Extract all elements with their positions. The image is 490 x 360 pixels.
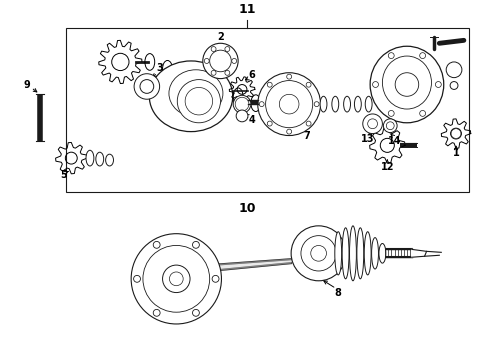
Circle shape (388, 53, 394, 59)
Circle shape (232, 59, 237, 63)
Ellipse shape (450, 82, 458, 89)
Circle shape (420, 111, 426, 116)
Ellipse shape (379, 243, 386, 263)
Circle shape (259, 102, 264, 107)
Circle shape (177, 80, 220, 123)
Circle shape (193, 309, 199, 316)
Ellipse shape (335, 232, 342, 275)
Polygon shape (412, 249, 427, 257)
Circle shape (235, 97, 249, 111)
Circle shape (153, 242, 160, 248)
Text: 11: 11 (238, 3, 256, 16)
Circle shape (420, 53, 426, 59)
Ellipse shape (169, 70, 223, 117)
Circle shape (386, 122, 394, 130)
Ellipse shape (371, 238, 378, 269)
Text: 12: 12 (381, 162, 394, 172)
Ellipse shape (106, 154, 114, 166)
Ellipse shape (343, 96, 350, 112)
Ellipse shape (370, 46, 444, 123)
Ellipse shape (382, 56, 432, 109)
Circle shape (446, 62, 462, 78)
Text: 6: 6 (248, 70, 255, 80)
Circle shape (210, 50, 231, 72)
Circle shape (301, 236, 336, 271)
Circle shape (131, 234, 221, 324)
Ellipse shape (149, 61, 233, 132)
Ellipse shape (96, 152, 104, 166)
Circle shape (395, 73, 419, 96)
Circle shape (368, 119, 377, 129)
Bar (66, 28, 469, 193)
Circle shape (140, 80, 154, 93)
Circle shape (363, 114, 382, 134)
Ellipse shape (349, 226, 356, 281)
Text: 1: 1 (453, 148, 460, 158)
Circle shape (314, 102, 319, 107)
Circle shape (267, 121, 272, 126)
Polygon shape (382, 249, 412, 257)
Circle shape (185, 87, 213, 115)
Circle shape (212, 275, 219, 282)
Ellipse shape (233, 95, 251, 113)
Text: 14: 14 (389, 136, 402, 147)
Ellipse shape (364, 232, 371, 275)
Circle shape (163, 265, 190, 293)
Circle shape (225, 46, 230, 51)
Ellipse shape (236, 110, 248, 122)
Circle shape (287, 129, 292, 134)
Circle shape (451, 129, 461, 139)
Circle shape (306, 82, 311, 87)
Circle shape (279, 94, 299, 114)
Ellipse shape (342, 228, 349, 279)
Circle shape (193, 242, 199, 248)
Text: 10: 10 (238, 202, 256, 215)
Ellipse shape (332, 96, 339, 112)
Circle shape (306, 121, 311, 126)
Circle shape (204, 59, 209, 63)
Text: 4: 4 (248, 115, 255, 125)
Circle shape (267, 82, 272, 87)
Text: 5: 5 (60, 170, 67, 180)
Ellipse shape (383, 119, 397, 132)
Circle shape (143, 246, 210, 312)
Ellipse shape (357, 228, 364, 279)
Circle shape (203, 43, 238, 78)
Text: 13: 13 (361, 135, 374, 144)
Circle shape (134, 275, 141, 282)
Ellipse shape (365, 96, 372, 112)
Circle shape (388, 111, 394, 116)
Circle shape (153, 309, 160, 316)
Circle shape (170, 272, 183, 286)
Text: 2: 2 (217, 32, 224, 42)
Circle shape (372, 82, 378, 87)
Text: 9: 9 (24, 80, 30, 90)
Circle shape (258, 73, 320, 136)
Circle shape (287, 74, 292, 79)
Circle shape (134, 74, 160, 99)
Ellipse shape (320, 96, 327, 112)
Circle shape (211, 71, 216, 75)
Circle shape (225, 71, 230, 75)
Text: 8: 8 (335, 288, 342, 298)
Circle shape (436, 82, 441, 87)
Circle shape (291, 226, 346, 281)
Ellipse shape (354, 96, 361, 112)
Text: 3: 3 (156, 63, 163, 73)
Circle shape (211, 46, 216, 51)
Polygon shape (210, 259, 291, 271)
Circle shape (266, 81, 313, 128)
Text: 7: 7 (303, 131, 310, 140)
Polygon shape (425, 251, 441, 256)
Circle shape (311, 246, 326, 261)
Ellipse shape (86, 150, 94, 166)
